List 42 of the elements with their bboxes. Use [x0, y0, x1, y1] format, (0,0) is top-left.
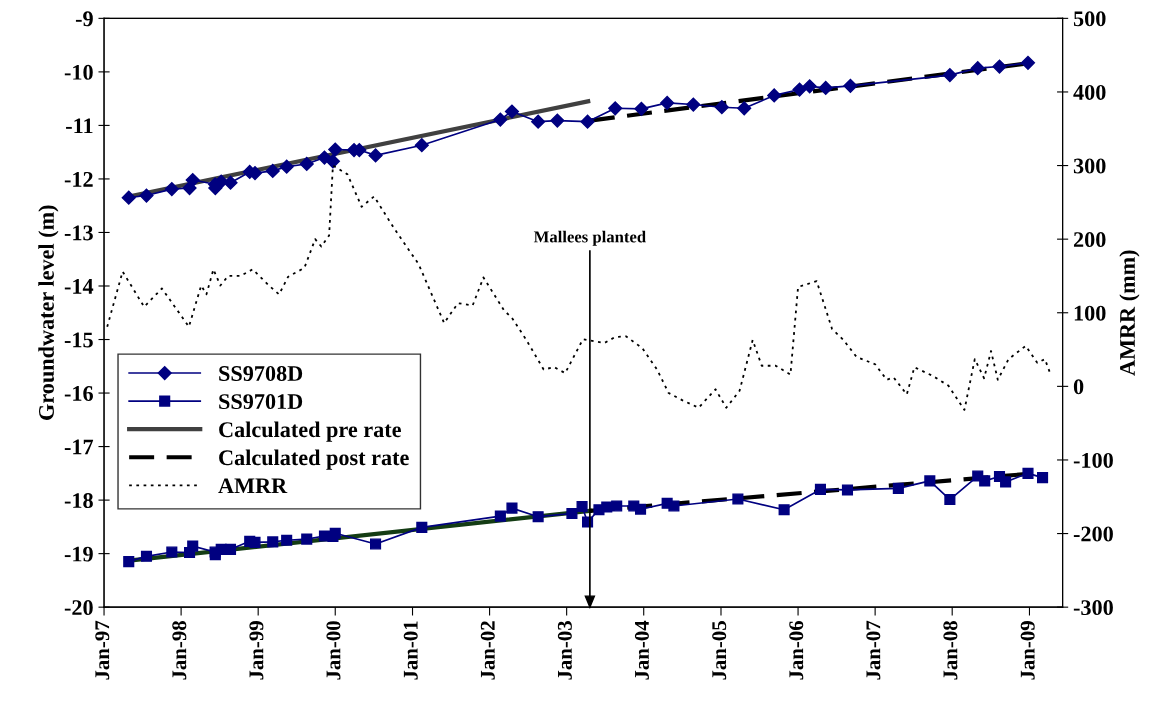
- y2-tick-label: 200: [1073, 232, 1106, 248]
- y-tick-label: -19: [64, 546, 93, 562]
- x-tick-label: Jan-01: [403, 621, 418, 680]
- x-tick-label: Jan-06: [789, 620, 804, 680]
- x-tick-label: Jan-03: [557, 621, 572, 680]
- y-tick-label: -15: [64, 332, 93, 348]
- y2-axis-title: AMRR (mm): [1119, 250, 1140, 376]
- x-tick-label: Jan-07: [866, 620, 881, 680]
- y-tick-label: -11: [66, 118, 93, 134]
- x-tick-label: Jan-00: [326, 621, 341, 680]
- y-tick-label: -20: [64, 600, 93, 616]
- y2-tick-label: 0: [1073, 379, 1084, 395]
- ref-line-label: Mallees planted: [533, 230, 646, 246]
- y2-tick-label: 300: [1073, 158, 1106, 174]
- y2-tick-label: 500: [1073, 11, 1106, 27]
- y-axis-title: Groundwater level (m): [38, 205, 59, 420]
- y-tick-label: -9: [75, 11, 93, 27]
- y2-tick-label: -100: [1073, 452, 1113, 468]
- y-tick-label: -13: [64, 225, 93, 241]
- legend-label: Calculated post rate: [219, 449, 409, 470]
- y-tick-label: -16: [64, 386, 93, 401]
- legend-label: Calculated pre rate: [219, 421, 401, 442]
- x-tick-label: Jan-99: [249, 621, 264, 680]
- x-tick-label: Jan-05: [712, 621, 727, 680]
- x-tick-label: Jan-08: [943, 621, 958, 680]
- y2-tick-label: 400: [1073, 84, 1106, 100]
- y2-tick-label: -200: [1073, 526, 1113, 542]
- x-tick-label: Jan-98: [172, 621, 187, 680]
- y-tick-label: -17: [64, 439, 94, 455]
- y-tick-label: -14: [64, 279, 94, 294]
- x-tick-label: Jan-02: [480, 621, 495, 680]
- legend-label: AMRR: [218, 478, 288, 494]
- y-tick-label: -18: [64, 493, 93, 509]
- x-tick-label: Jan-97: [95, 620, 110, 680]
- x-tick-label: Jan-09: [1020, 621, 1035, 680]
- y2-tick-label: 100: [1074, 305, 1106, 321]
- y2-tick-label: -300: [1073, 600, 1113, 616]
- legend-label: SS9708D: [219, 366, 303, 382]
- y-tick-label: -12: [64, 171, 93, 187]
- legend-label: SS9701D: [219, 394, 303, 410]
- x-tick-label: Jan-04: [634, 620, 649, 680]
- y-tick-label: -10: [64, 64, 93, 80]
